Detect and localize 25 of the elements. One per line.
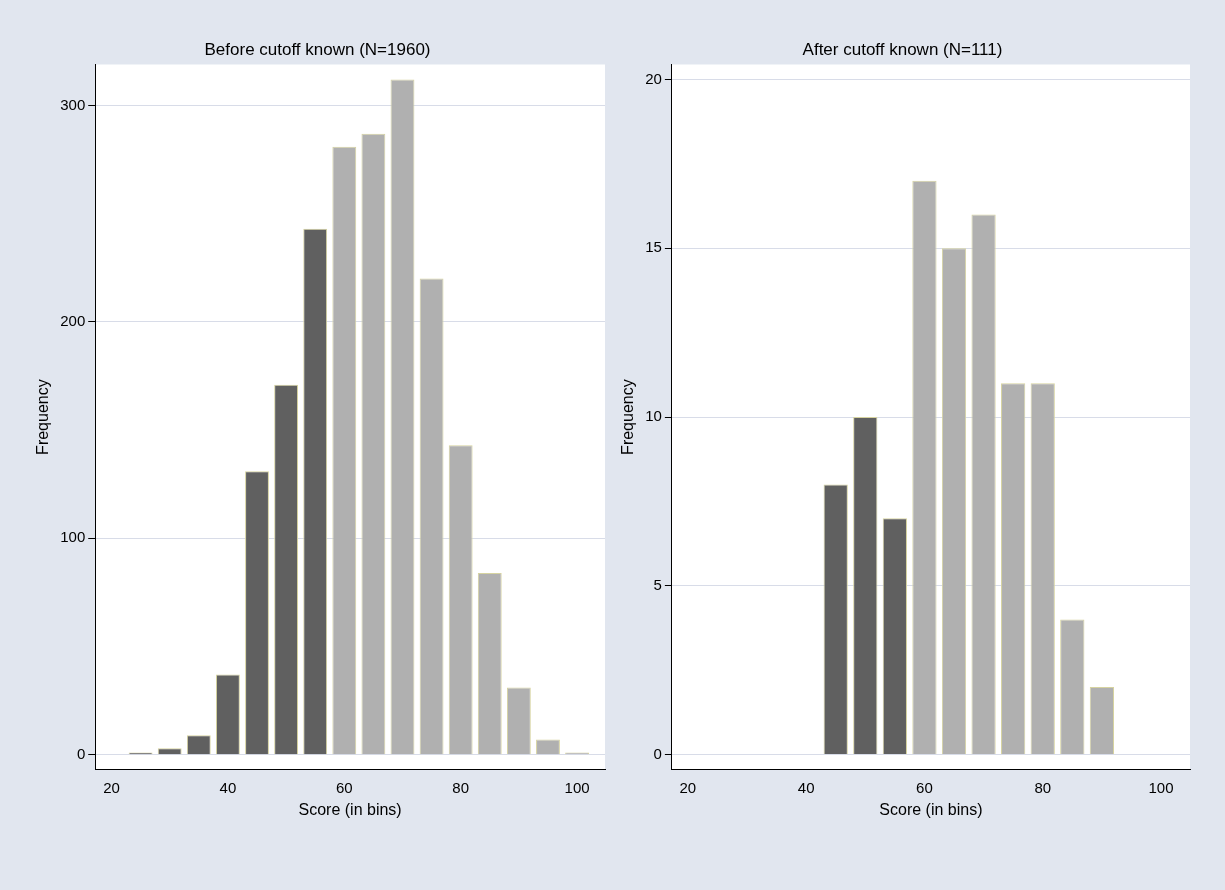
y-tick-label: 10 xyxy=(645,407,662,425)
y-tick-label: 200 xyxy=(60,312,86,330)
y-tick-label: 300 xyxy=(60,95,86,113)
x-tick-label: 80 xyxy=(452,778,470,796)
x-tick-label: 100 xyxy=(564,778,590,796)
y-tick-label: 0 xyxy=(653,744,662,762)
y-axis-title: Frequency xyxy=(619,379,637,455)
x-tick-label: 80 xyxy=(1034,778,1052,796)
x-tick-label: 40 xyxy=(797,778,815,796)
y-tick-label: 20 xyxy=(645,69,662,87)
y-tick-label: 15 xyxy=(645,238,662,256)
x-tick-label: 60 xyxy=(916,778,933,796)
y-tick-label: 5 xyxy=(653,576,662,593)
x-tick-label: 20 xyxy=(679,778,697,796)
x-tick-label: 40 xyxy=(219,778,237,796)
y-axis-title: Frequency xyxy=(34,379,52,455)
chart-title: Before cutoff known (N=1960) xyxy=(204,39,431,59)
x-axis-title: Score (in bins) xyxy=(298,800,402,818)
x-tick-label: 100 xyxy=(1148,778,1174,796)
chart-title: After cutoff known (N=111) xyxy=(802,39,1003,59)
x-tick-label: 20 xyxy=(103,778,120,796)
x-axis-title: Score (in bins) xyxy=(879,800,983,818)
y-tick-label: 0 xyxy=(76,744,86,762)
x-tick-label: 60 xyxy=(335,778,353,796)
y-tick-label: 100 xyxy=(60,528,86,546)
